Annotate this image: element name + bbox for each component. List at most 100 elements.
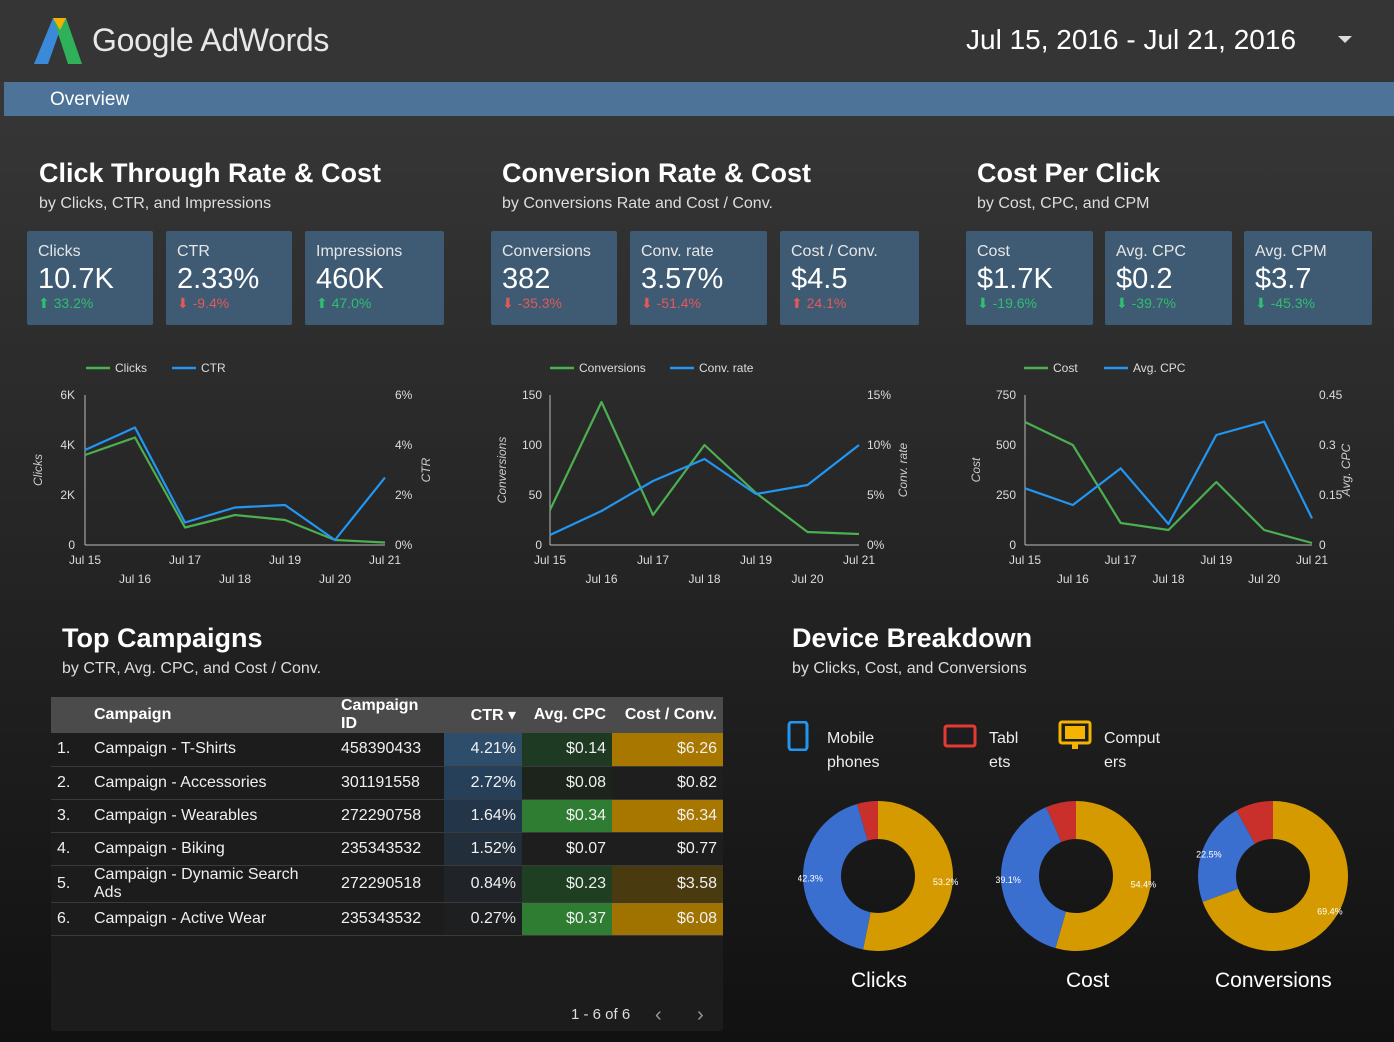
x-tick-label: Jul 18 [219, 572, 251, 586]
avg-cpc-cell: $0.14 [522, 733, 612, 767]
conversions-donut-chart: 22.5% 69.4% [1196, 801, 1348, 951]
cost-conv-cell: $3.58 [612, 865, 723, 903]
donut-slice-tablets [857, 801, 878, 841]
y2-tick-label: 6% [395, 388, 413, 402]
y-tick-label: 2K [60, 488, 75, 502]
table-row[interactable]: 5. Campaign - Dynamic Search Ads 272290518… [51, 865, 723, 903]
cost-conv-cell: $0.82 [612, 766, 723, 800]
legend-tablets[interactable]: Tabl ets [989, 727, 1018, 775]
prev-page-icon[interactable]: ‹ [655, 1004, 662, 1026]
campaign-name-cell: Campaign - Wearables [88, 799, 335, 833]
avg-cpc-cell: $0.07 [522, 832, 612, 866]
y-axis-title: Clicks [31, 454, 45, 486]
y-axis-title: Conversions [495, 437, 509, 504]
devices-section-title: Device Breakdown [792, 623, 1033, 653]
adwords-logo-icon [34, 18, 82, 64]
y2-tick-label: 4% [395, 438, 413, 452]
avg-cpc-cell: $0.34 [522, 799, 612, 833]
legend-label: Clicks [115, 361, 147, 375]
x-tick-label: Jul 21 [1296, 553, 1328, 567]
tab-overview[interactable]: Overview [50, 89, 130, 110]
scorecard-label: CTR [177, 243, 210, 260]
donut-slice-computers [1202, 801, 1348, 951]
pagination-label: 1 - 6 of 6 [571, 1006, 631, 1023]
scorecard-delta: ⬆ 33.2% [38, 295, 93, 312]
y2-tick-label: 0 [1319, 538, 1326, 552]
column-header-campaign[interactable]: Campaign [94, 706, 172, 723]
scorecard[interactable]: Impressions 460K ⬆ 47.0% [305, 231, 444, 325]
conv-section-title: Conversion Rate & Cost [502, 158, 812, 188]
y-tick-label: 4K [60, 438, 75, 452]
column-header-ctr[interactable]: CTR ▾ [470, 707, 516, 724]
delta-value: -51.4% [656, 295, 701, 311]
scorecard[interactable]: Clicks 10.7K ⬆ 33.2% [27, 231, 153, 325]
legend-label: Avg. CPC [1133, 361, 1186, 375]
y-tick-label: 0 [535, 538, 542, 552]
scorecard-value: 10.7K [38, 263, 114, 295]
campaign-id-cell: 235343532 [335, 902, 444, 936]
table-row[interactable]: 4. Campaign - Biking 235343532 1.52% $0.07 $0… [51, 832, 723, 866]
x-tick-label: Jul 16 [119, 572, 151, 586]
scorecard[interactable]: CTR 2.33% ⬇ -9.4% [166, 231, 292, 325]
table-row[interactable]: 2. Campaign - Accessories 301191558 2.72% $0… [51, 766, 723, 800]
chevron-down-icon[interactable] [1338, 36, 1352, 43]
legend-mobile[interactable]: Mobile phones [827, 727, 880, 775]
x-tick-label: Jul 15 [534, 553, 566, 567]
y-tick-label: 500 [996, 438, 1016, 452]
scorecard-label: Clicks [38, 243, 81, 260]
delta-value: -35.3% [517, 295, 562, 311]
series-line-clicks [84, 436, 386, 544]
column-header-cost-conv[interactable]: Cost / Conv. [624, 706, 717, 723]
donut-slice-mobile-phones [803, 803, 871, 950]
scorecard-value: $4.5 [791, 263, 848, 295]
x-tick-label: Jul 18 [1152, 572, 1184, 586]
scorecard-delta: ⬇ -9.4% [177, 295, 229, 312]
column-header-avg-cpc[interactable]: Avg. CPC [533, 706, 606, 723]
delta-value: 33.2% [53, 295, 94, 311]
table-row[interactable]: 1. Campaign - T-Shirts 458390433 4.21% $0.14… [51, 733, 723, 767]
cost-conv-cell: $6.34 [612, 799, 723, 833]
x-tick-label: Jul 15 [1009, 553, 1041, 567]
x-tick-label: Jul 21 [369, 553, 401, 567]
scorecard-label: Impressions [316, 243, 403, 260]
scorecard-delta: ⬇ -39.7% [1116, 295, 1176, 312]
scorecard[interactable]: Avg. CPC $0.2 ⬇ -39.7% [1105, 231, 1232, 325]
delta-value: -45.3% [1270, 295, 1315, 311]
delta-value: -19.6% [992, 295, 1037, 311]
y2-tick-label: 5% [867, 488, 885, 502]
y-tick-label: 250 [996, 488, 1016, 502]
donut-slice-mobile-phones [1198, 810, 1255, 902]
series-line-avg-cpc [1024, 420, 1313, 526]
scorecard[interactable]: Avg. CPM $3.7 ⬇ -45.3% [1244, 231, 1372, 325]
ctr-cell: 4.21% [444, 733, 522, 767]
scorecard[interactable]: Conv. rate 3.57% ⬇ -51.4% [630, 231, 767, 325]
date-range-selector[interactable]: Jul 15, 2016 - Jul 21, 2016 [966, 24, 1297, 55]
campaign-id-cell: 458390433 [335, 733, 444, 767]
y2-tick-label: 0% [395, 538, 413, 552]
x-tick-label: Jul 16 [1057, 572, 1089, 586]
delta-arrow-icon: ⬇ [1116, 295, 1128, 311]
scorecard-value: $3.7 [1255, 263, 1312, 295]
app-header: Google AdWords Jul 15, 2016 - Jul 21, 20… [0, 0, 1394, 82]
scorecard[interactable]: Cost / Conv. $4.5 ⬆ 24.1% [780, 231, 919, 325]
scorecard-label: Conv. rate [641, 243, 714, 260]
next-page-icon[interactable]: › [697, 1004, 704, 1026]
legend-computers[interactable]: Comput ers [1104, 727, 1160, 775]
y2-axis-title: Avg. CPC [1339, 443, 1353, 497]
y-tick-label: 0 [1009, 538, 1016, 552]
scorecard[interactable]: Conversions 382 ⬇ -35.3% [491, 231, 617, 325]
ctr-line-chart: Clicks CTR 0 2K 4K 6K 0% 2% 4% 6% Clicks CTR Jul 15 J… [31, 361, 433, 586]
table-row[interactable]: 3. Campaign - Wearables 272290758 1.64% $0.3… [51, 799, 723, 833]
avg-cpc-cell: $0.08 [522, 766, 612, 800]
column-header-campaign-id[interactable]: Campaign ID [341, 697, 419, 732]
table-row[interactable]: 6. Campaign - Active Wear 235343532 0.27% $0… [51, 902, 723, 936]
scorecard-value: 3.57% [641, 263, 724, 295]
campaign-id-cell: 235343532 [335, 832, 444, 866]
donut-title-conversions: Conversions [1215, 969, 1332, 992]
scorecard[interactable]: Cost $1.7K ⬇ -19.6% [966, 231, 1093, 325]
delta-arrow-icon: ⬇ [641, 295, 653, 311]
conv-section-subtitle: by Conversions Rate and Cost / Conv. [502, 195, 773, 212]
legend-label: ers [1104, 754, 1127, 771]
campaign-id-cell: 272290758 [335, 799, 444, 833]
y2-tick-label: 0.15 [1319, 488, 1343, 502]
